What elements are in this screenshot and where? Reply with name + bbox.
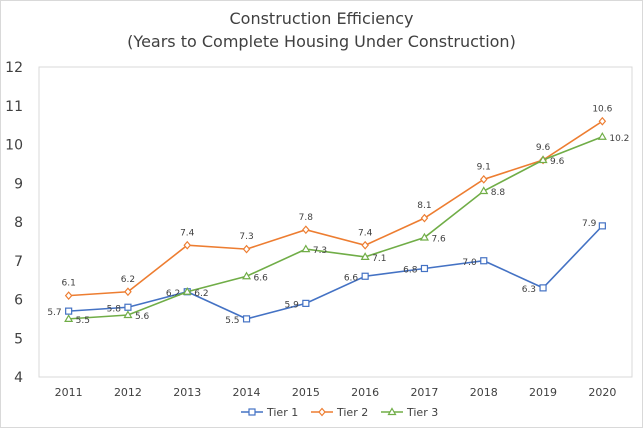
- x-tick-label: 2016: [351, 386, 379, 399]
- y-tick-label: 11: [5, 99, 23, 115]
- legend-label: Tier 2: [336, 406, 368, 419]
- data-point: [361, 272, 369, 280]
- data-point: [302, 299, 310, 307]
- data-point: [302, 225, 310, 235]
- data-label: 6.6: [344, 273, 359, 283]
- plot-area: [38, 66, 633, 378]
- data-label: 5.9: [285, 300, 300, 310]
- data-label: 6.2: [166, 289, 180, 299]
- data-label: 6.2: [121, 275, 135, 285]
- legend-label: Tier 3: [406, 406, 438, 419]
- legend-marker: [248, 408, 256, 416]
- data-point: [361, 240, 369, 250]
- data-point: [419, 232, 429, 241]
- data-label: 10.2: [609, 134, 629, 144]
- legend-label: Tier 1: [266, 406, 298, 419]
- data-label: 7.4: [180, 228, 195, 238]
- data-label: 6.1: [61, 279, 75, 289]
- y-tick-label: 7: [14, 254, 23, 270]
- x-tick-label: 2018: [470, 386, 498, 399]
- x-tick-label: 2020: [588, 386, 616, 399]
- data-label: 7.0: [462, 258, 477, 268]
- data-point: [597, 132, 607, 140]
- chart-subtitle: (Years to Complete Housing Under Constru…: [127, 32, 516, 51]
- data-label: 6.3: [522, 285, 536, 295]
- x-tick-label: 2015: [292, 386, 320, 399]
- data-point: [124, 303, 132, 311]
- data-label: 6.6: [254, 273, 269, 283]
- data-point: [420, 264, 429, 273]
- data-label: 10.6: [592, 104, 612, 114]
- x-tick-label: 2017: [410, 386, 438, 399]
- data-point: [538, 155, 548, 164]
- series-line-tier-3: [68, 136, 603, 320]
- data-point: [124, 287, 132, 297]
- data-label: 5.5: [225, 316, 239, 326]
- data-label: 7.4: [358, 228, 373, 238]
- y-tick-label: 5: [14, 331, 23, 347]
- legend-marker: [387, 407, 397, 416]
- data-point: [539, 284, 547, 292]
- series-line-tier-2: [68, 120, 603, 297]
- data-point: [301, 244, 311, 253]
- data-point: [123, 310, 133, 319]
- legend-marker: [318, 407, 326, 417]
- data-point: [183, 240, 192, 250]
- data-label: 5.5: [76, 316, 90, 326]
- data-point: [242, 271, 252, 280]
- x-tick-label: 2013: [173, 386, 201, 399]
- x-tick-label: 2014: [233, 386, 261, 399]
- data-label: 5.7: [47, 308, 61, 318]
- data-label: 5.6: [135, 312, 150, 322]
- x-tick-label: 2011: [55, 386, 83, 399]
- data-label: 6.2: [194, 289, 208, 299]
- data-point: [479, 186, 489, 195]
- data-point: [420, 213, 429, 223]
- y-tick-label: 8: [14, 215, 23, 231]
- y-tick-label: 12: [5, 60, 23, 76]
- y-tick-label: 4: [14, 370, 23, 386]
- data-point: [598, 116, 607, 126]
- data-label: 7.1: [372, 254, 386, 264]
- data-label: 7.3: [313, 246, 327, 256]
- data-label: 8.8: [491, 188, 506, 198]
- data-label: 9.6: [536, 143, 551, 153]
- data-point: [598, 222, 606, 230]
- data-point: [480, 257, 488, 265]
- data-label: 5.8: [107, 304, 122, 314]
- data-point: [64, 291, 73, 301]
- chart-title: Construction Efficiency: [229, 9, 414, 28]
- data-point: [479, 174, 488, 184]
- data-label: 9.1: [477, 162, 491, 172]
- y-tick-label: 9: [14, 176, 23, 192]
- data-point: [242, 315, 251, 323]
- data-point: [64, 314, 74, 322]
- data-label: 9.6: [550, 157, 565, 167]
- data-point: [65, 307, 73, 315]
- data-label: 7.9: [582, 219, 597, 229]
- y-tick-label: 6: [14, 293, 23, 309]
- data-label: 6.8: [403, 266, 418, 276]
- x-tick-label: 2019: [529, 386, 557, 399]
- data-label: 8.1: [417, 201, 431, 211]
- series-line-tier-1: [68, 225, 603, 320]
- data-label: 7.3: [239, 232, 253, 242]
- data-point: [182, 287, 192, 295]
- data-point: [360, 252, 370, 260]
- y-tick-label: 10: [5, 138, 23, 154]
- data-label: 7.6: [431, 235, 446, 245]
- x-tick-label: 2012: [114, 386, 142, 399]
- data-point: [242, 244, 251, 254]
- data-label: 7.8: [299, 213, 314, 223]
